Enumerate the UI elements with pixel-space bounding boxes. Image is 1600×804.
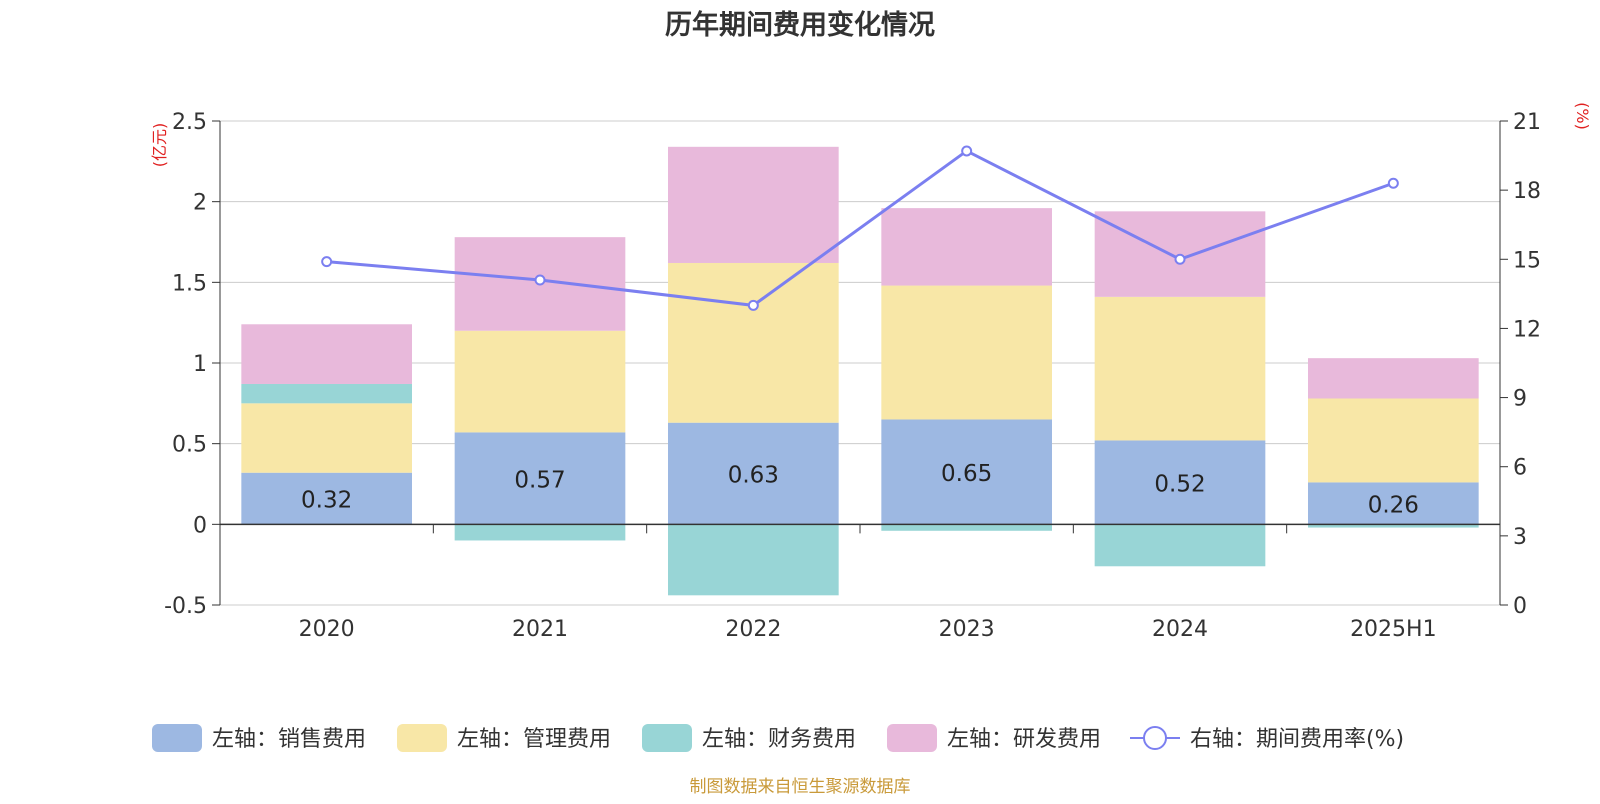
right-axis-tick-label: 18: [1513, 179, 1541, 204]
left-axis-unit-label: (亿元): [150, 123, 169, 168]
left-axis-tick-label: 2.5: [172, 110, 207, 135]
bar-segment: [454, 432, 626, 525]
bar-segment: [241, 324, 412, 384]
bars-layer: [241, 146, 1479, 596]
right-axis-unit-label: (%): [1573, 102, 1592, 130]
legend-swatch: [887, 724, 937, 752]
category-label: 2021: [512, 617, 568, 642]
category-label: 2023: [939, 617, 995, 642]
category-label: 2024: [1152, 617, 1208, 642]
bar-segment: [1094, 296, 1266, 441]
legend-label: 左轴：研发费用: [947, 727, 1101, 752]
legend-label: 左轴：财务费用: [702, 727, 856, 752]
legend-circle-icon: [1143, 726, 1167, 750]
bar-segment: [668, 146, 839, 263]
bar-segment: [881, 524, 1052, 531]
bar-segment: [668, 524, 839, 596]
bar-segment: [881, 419, 1052, 525]
data-label: 0.63: [728, 463, 779, 489]
rate-point: [747, 299, 759, 311]
left-axis-tick-label: 0.5: [172, 433, 207, 458]
grid-layer: [220, 120, 1500, 606]
right-axis-tick-label: 3: [1513, 525, 1527, 550]
bar-segment: [454, 330, 626, 433]
legend-swatch: [642, 724, 692, 752]
rate-point: [321, 256, 333, 268]
bar-segment: [1094, 524, 1266, 567]
category-label: 2025H1: [1350, 617, 1437, 642]
legend-label: 左轴：销售费用: [212, 727, 366, 752]
bar-segment: [668, 422, 839, 525]
right-axis-tick-label: 15: [1513, 248, 1541, 273]
axes-layer: -0.5 0 0.5 1 1.5 2 2.5 0 3 6 9 12 15 18 21 2020 2021 2022…: [164, 110, 1541, 642]
bar-segment: [1308, 524, 1479, 528]
bar-segment: [241, 403, 412, 473]
legend-swatch: [397, 724, 447, 752]
data-label: 0.26: [1368, 492, 1419, 518]
category-label: 2022: [725, 617, 781, 642]
data-label: 0.65: [941, 461, 992, 487]
left-axis-tick-label: -0.5: [164, 594, 207, 619]
bar-segment: [881, 208, 1052, 286]
chart-title: 历年期间费用变化情况: [665, 9, 935, 41]
left-axis-tick-label: 0: [193, 513, 207, 538]
right-axis-tick-label: 0: [1513, 594, 1527, 619]
bar-segment: [881, 285, 1052, 420]
bar-segment: [454, 524, 626, 541]
right-axis-tick-label: 21: [1513, 110, 1541, 135]
data-label: 0.57: [514, 467, 565, 493]
source-note: 制图数据来自恒生聚源数据库: [690, 777, 911, 797]
legend-label: 左轴：管理费用: [457, 727, 611, 752]
rate-point: [1174, 253, 1186, 265]
rate-point: [1387, 177, 1399, 189]
labels-layer: 0.32 0.57 0.63 0.65 0.52 0.26: [301, 461, 1419, 518]
data-label: 0.52: [1154, 471, 1205, 497]
right-axis-tick-label: 9: [1513, 387, 1527, 412]
legend: 左轴：销售费用 左轴：管理费用 左轴：财务费用 左轴：研发费用 右轴：期间费用率(%): [152, 724, 1404, 752]
rate-point: [534, 274, 546, 286]
category-label: 2020: [299, 617, 355, 642]
left-axis-tick-label: 2: [193, 191, 207, 216]
right-axis-tick-label: 6: [1513, 456, 1527, 481]
legend-swatch: [152, 724, 202, 752]
bar-segment: [1308, 358, 1479, 399]
bar-segment: [1308, 398, 1479, 483]
legend-label: 右轴：期间费用率(%): [1190, 727, 1404, 752]
bar-segment: [1308, 482, 1479, 525]
line-layer: [321, 145, 1399, 311]
rate-line: [326, 149, 1394, 307]
right-axis-tick-label: 12: [1513, 317, 1541, 342]
bar-segment: [241, 472, 412, 525]
data-label: 0.32: [301, 488, 352, 514]
bar-segment: [1094, 440, 1266, 525]
bar-segment: [668, 262, 839, 423]
rate-point: [961, 145, 973, 157]
bar-segment: [241, 383, 412, 404]
left-axis-tick-label: 1: [193, 352, 207, 377]
left-axis-tick-label: 1.5: [172, 271, 207, 296]
